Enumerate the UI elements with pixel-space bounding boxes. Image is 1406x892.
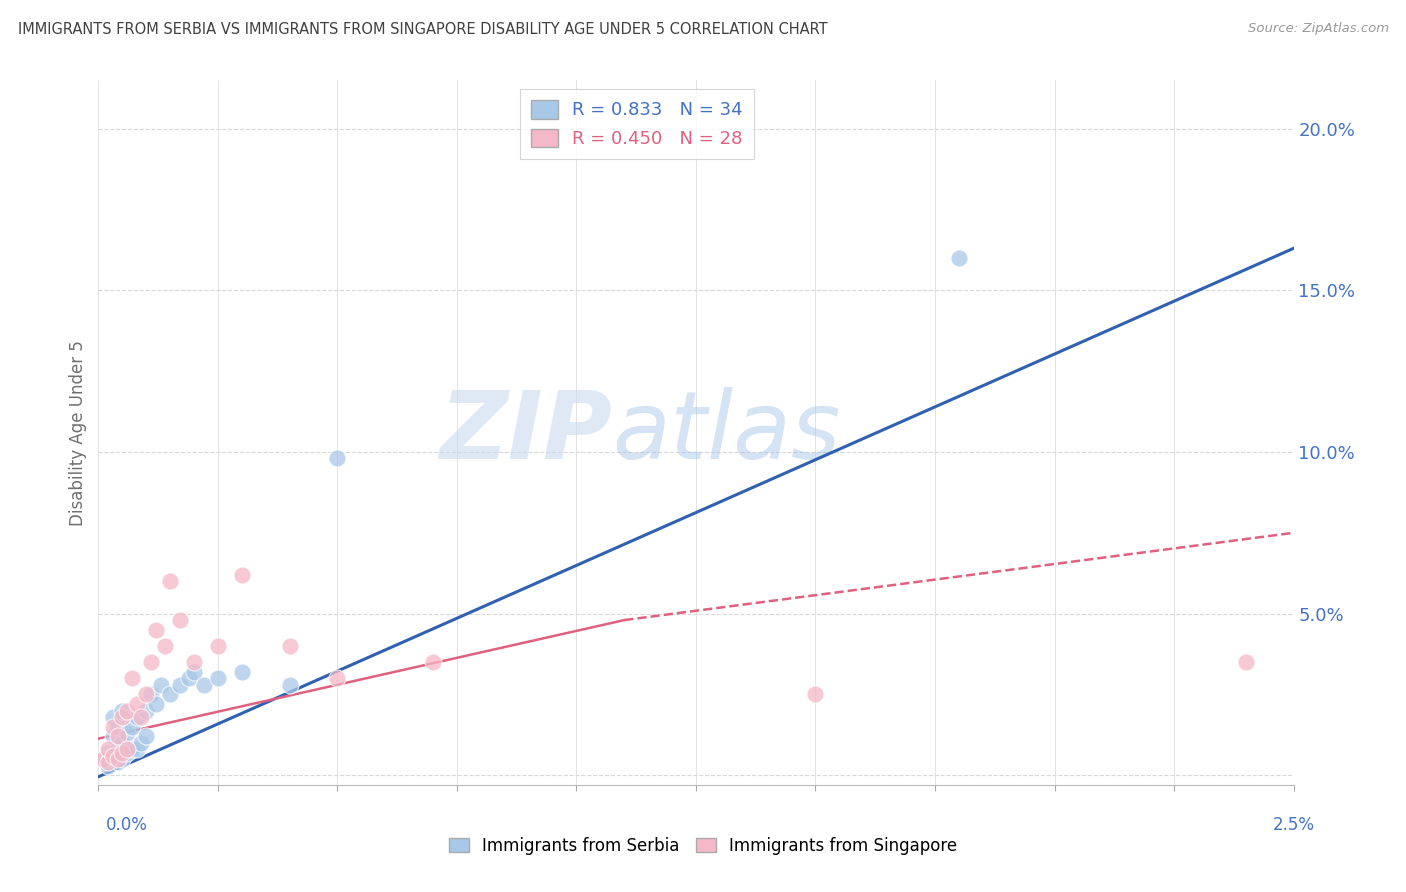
Point bbox=[139, 688, 162, 702]
Point bbox=[115, 726, 138, 740]
Point bbox=[111, 752, 134, 766]
Text: IMMIGRANTS FROM SERBIA VS IMMIGRANTS FROM SINGAPORE DISABILITY AGE UNDER 5 CORRE: IMMIGRANTS FROM SERBIA VS IMMIGRANTS FRO… bbox=[18, 22, 828, 37]
Point bbox=[948, 251, 970, 265]
Point bbox=[139, 655, 162, 669]
Point bbox=[169, 678, 191, 692]
Point bbox=[107, 720, 129, 734]
Point bbox=[231, 567, 253, 582]
Text: 2.5%: 2.5% bbox=[1272, 816, 1315, 834]
Point bbox=[121, 742, 143, 756]
Text: 0.0%: 0.0% bbox=[105, 816, 148, 834]
Point bbox=[149, 678, 172, 692]
Point bbox=[183, 665, 205, 679]
Point bbox=[183, 655, 205, 669]
Point bbox=[115, 742, 138, 756]
Point bbox=[107, 742, 129, 756]
Point bbox=[135, 688, 157, 702]
Point bbox=[169, 613, 191, 627]
Point bbox=[131, 710, 153, 724]
Point bbox=[111, 736, 134, 750]
Point bbox=[115, 704, 138, 718]
Y-axis label: Disability Age Under 5: Disability Age Under 5 bbox=[69, 340, 87, 525]
Point bbox=[121, 671, 143, 685]
Point bbox=[121, 720, 143, 734]
Point bbox=[107, 752, 129, 766]
Point bbox=[101, 720, 124, 734]
Point bbox=[135, 730, 157, 744]
Point bbox=[179, 671, 201, 685]
Point bbox=[111, 746, 134, 760]
Point bbox=[278, 639, 301, 653]
Point bbox=[125, 742, 148, 756]
Point bbox=[155, 639, 177, 653]
Point bbox=[111, 704, 134, 718]
Point bbox=[107, 730, 129, 744]
Point bbox=[207, 671, 229, 685]
Point bbox=[159, 688, 181, 702]
Legend: R = 0.833   N = 34, R = 0.450   N = 28: R = 0.833 N = 34, R = 0.450 N = 28 bbox=[520, 89, 754, 159]
Point bbox=[101, 748, 124, 763]
Point bbox=[1234, 655, 1257, 669]
Point bbox=[97, 758, 120, 772]
Point bbox=[97, 746, 120, 760]
Text: ZIP: ZIP bbox=[440, 386, 613, 479]
Point bbox=[107, 756, 129, 770]
Point bbox=[326, 451, 349, 466]
Point bbox=[422, 655, 444, 669]
Point bbox=[207, 639, 229, 653]
Point bbox=[97, 742, 120, 756]
Point bbox=[231, 665, 253, 679]
Point bbox=[159, 574, 181, 589]
Point bbox=[101, 748, 124, 763]
Point bbox=[278, 678, 301, 692]
Text: atlas: atlas bbox=[613, 387, 841, 478]
Point bbox=[131, 736, 153, 750]
Point bbox=[326, 671, 349, 685]
Point bbox=[91, 752, 114, 766]
Point bbox=[111, 710, 134, 724]
Point bbox=[145, 623, 167, 637]
Point bbox=[91, 752, 114, 766]
Point bbox=[125, 697, 148, 711]
Text: Source: ZipAtlas.com: Source: ZipAtlas.com bbox=[1249, 22, 1389, 36]
Point bbox=[804, 688, 827, 702]
Point bbox=[125, 710, 148, 724]
Point bbox=[135, 704, 157, 718]
Point bbox=[97, 756, 120, 770]
Legend: Immigrants from Serbia, Immigrants from Singapore: Immigrants from Serbia, Immigrants from … bbox=[441, 830, 965, 862]
Point bbox=[101, 730, 124, 744]
Point bbox=[193, 678, 215, 692]
Point bbox=[145, 697, 167, 711]
Point bbox=[101, 710, 124, 724]
Point bbox=[115, 746, 138, 760]
